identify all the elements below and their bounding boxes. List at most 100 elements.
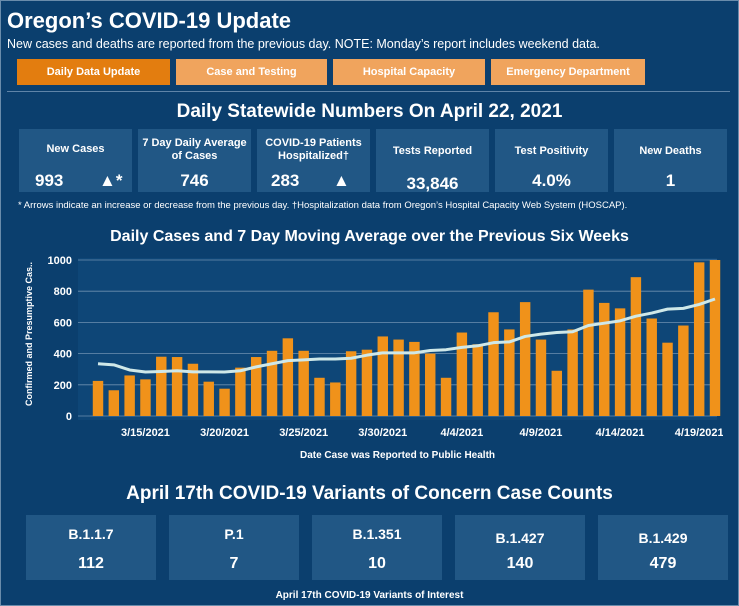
tab-daily-data-update[interactable]: Daily Data Update	[17, 59, 170, 85]
x-axis-label: Date Case was Reported to Public Health	[300, 450, 495, 461]
up-arrow-icon: ▲	[333, 171, 350, 190]
variant-count: 140	[506, 555, 534, 572]
bar	[219, 388, 230, 416]
y-tick-label: 1000	[48, 255, 72, 267]
y-tick-label: 800	[54, 286, 72, 298]
bar	[646, 318, 657, 416]
stat-value: 283	[271, 171, 300, 190]
stat-tests-reported: Tests Reported 33,846	[376, 129, 489, 193]
bar	[235, 367, 246, 416]
bar	[171, 357, 183, 416]
stat-test-positivity: Test Positivity 4.0%	[495, 129, 608, 192]
chart-title: Daily Cases and 7 Day Moving Average ove…	[110, 228, 629, 245]
bar	[140, 379, 151, 416]
moving-average-line	[97, 297, 716, 374]
variant-name: B.1.351	[352, 526, 402, 542]
footnote: * Arrows indicate an increase or decreas…	[18, 200, 628, 211]
bar	[614, 308, 626, 416]
bar	[250, 357, 262, 416]
bar	[282, 338, 294, 416]
bar	[535, 339, 547, 416]
variant-count: 7	[229, 555, 239, 572]
x-tick-label: 4/9/2021	[520, 427, 563, 439]
bar	[124, 375, 135, 416]
bar	[108, 390, 120, 416]
stat-label: New Deaths	[639, 145, 702, 157]
variant-name: B.1.1.7	[68, 526, 114, 542]
page-title: Oregon’s COVID-19 Update	[7, 8, 292, 33]
y-tick-label: 600	[54, 317, 72, 329]
bar	[488, 312, 499, 416]
bar	[519, 302, 531, 416]
stat-label: COVID-19 Patients Hospitalized†	[265, 137, 362, 162]
x-tick-label: 3/20/2021	[200, 427, 249, 439]
stat-label: New Cases	[46, 143, 105, 155]
bar	[345, 351, 357, 416]
tab-bar: Daily Data Update Case and Testing Hospi…	[17, 59, 645, 85]
cases-chart: 0 200 400 600 800 1000 3/15/2021 3/20/2021 3/25/…	[18, 253, 724, 465]
bar	[425, 353, 436, 416]
stat-label: 7 Day Daily Average of Cases	[142, 137, 247, 162]
stat-value: 1	[665, 171, 676, 190]
bar	[187, 363, 199, 416]
bar	[393, 339, 404, 416]
bar	[504, 329, 515, 416]
bar	[440, 377, 452, 416]
bar	[156, 356, 167, 416]
x-tick-label: 4/19/2021	[675, 427, 723, 439]
page-subtitle: New cases and deaths are reported from t…	[7, 37, 600, 51]
bar	[583, 289, 594, 416]
stat-hospitalized: COVID-19 Patients Hospitalized† 283 ▲	[257, 129, 370, 192]
stat-new-deaths: New Deaths 1	[614, 129, 727, 192]
stat-new-cases: New Cases 993 ▲*	[19, 129, 132, 192]
y-tick-label: 0	[66, 411, 72, 423]
x-tick-label: 3/25/2021	[279, 427, 328, 439]
variant-card-b1427: B.1.427 140	[455, 515, 585, 580]
variant-count: 10	[368, 555, 386, 572]
bar	[266, 350, 278, 416]
cases-chart-svg: 0 200 400 600 800 1000 3/15/2021 3/20/2021 3/25/…	[24, 255, 724, 461]
variant-card-b1429: B.1.429 479	[598, 515, 728, 580]
x-tick-label: 3/15/2021	[121, 427, 170, 439]
bar	[298, 350, 309, 416]
bar	[377, 336, 388, 416]
bar	[456, 332, 468, 416]
x-tick-label: 4/4/2021	[440, 427, 483, 439]
stat-value: 4.0%	[532, 171, 571, 190]
variant-card-b117: B.1.1.7 112	[26, 515, 156, 580]
bar	[361, 349, 373, 416]
variant-count: 479	[649, 555, 677, 572]
bar	[662, 342, 673, 416]
variant-cards: B.1.1.7 112 P.1 7 B.1.351 10 B.1.427 140…	[26, 515, 728, 580]
y-axis-label: Confirmed and Presumptive Cas..	[24, 262, 34, 406]
stat-7day-average: 7 Day Daily Average of Cases 746	[138, 129, 251, 192]
stat-value: 993	[35, 171, 64, 190]
tab-hospital-capacity[interactable]: Hospital Capacity	[333, 59, 485, 85]
bar	[551, 370, 563, 416]
bar	[330, 382, 341, 416]
stat-value: 33,846	[406, 174, 459, 193]
tab-case-and-testing[interactable]: Case and Testing	[176, 59, 327, 85]
bar	[693, 262, 705, 416]
up-arrow-icon: ▲*	[99, 171, 123, 190]
bar	[472, 344, 483, 416]
variants-of-interest-label: April 17th COVID-19 Variants of Interest	[275, 590, 464, 601]
variant-name: P.1	[224, 526, 244, 542]
variant-card-p1: P.1 7	[169, 515, 299, 580]
tab-emergency-department[interactable]: Emergency Department	[491, 59, 645, 85]
bar	[567, 329, 578, 416]
bar	[203, 381, 214, 416]
variant-name: B.1.427	[495, 530, 545, 546]
x-tick-label: 3/30/2021	[358, 427, 407, 439]
daily-heading: Daily Statewide Numbers On April 22, 202…	[176, 101, 563, 122]
stat-label: Test Positivity	[514, 145, 589, 157]
x-tick-label: 4/14/2021	[596, 427, 645, 439]
variant-card-b1351: B.1.351 10	[312, 515, 442, 580]
variant-name: B.1.429	[638, 530, 688, 546]
variant-count: 112	[78, 555, 104, 572]
stat-cards: New Cases 993 ▲* 7 Day Daily Average of …	[19, 129, 727, 193]
bar	[92, 380, 104, 416]
stat-label: Tests Reported	[392, 145, 473, 157]
y-tick-label: 200	[54, 380, 72, 392]
stat-value: 746	[180, 171, 209, 190]
